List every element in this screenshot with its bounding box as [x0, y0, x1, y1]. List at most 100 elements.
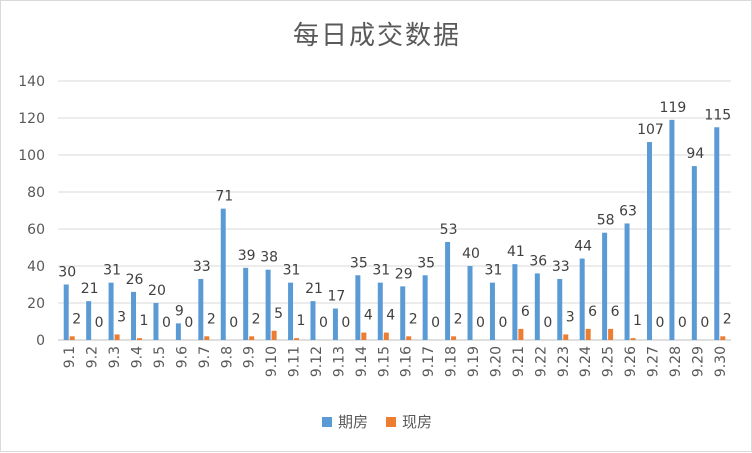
data-label-series-2: 0 — [543, 315, 552, 331]
bar-series-2 — [585, 328, 591, 340]
x-tick-label: 9.17 — [421, 346, 437, 377]
x-tick-label: 9.6 — [174, 346, 190, 368]
x-tick-label: 9.14 — [354, 346, 370, 377]
data-label-series-1: 29 — [395, 266, 413, 282]
bar-series-1 — [512, 264, 518, 340]
data-label-series-1: 39 — [238, 248, 256, 264]
y-tick-label: 20 — [27, 296, 45, 312]
data-label-series-1: 31 — [283, 263, 301, 279]
data-label-series-1: 33 — [552, 259, 570, 275]
x-tick-label: 9.23 — [556, 346, 572, 377]
bar-series-2 — [563, 334, 569, 340]
bar-series-1 — [332, 308, 338, 340]
data-label-series-1: 38 — [260, 250, 278, 266]
x-tick-label: 9.28 — [668, 346, 684, 377]
x-tick-label: 9.22 — [533, 346, 549, 377]
data-label-series-2: 0 — [229, 315, 238, 331]
bar-series-1 — [646, 142, 652, 340]
bar-series-2 — [204, 336, 210, 340]
bar-series-2 — [249, 336, 255, 340]
bar-series-2 — [294, 338, 300, 340]
bar-series-1 — [310, 301, 316, 340]
y-tick-label: 140 — [18, 74, 45, 90]
data-label-series-1: 36 — [529, 253, 547, 269]
bar-series-1 — [714, 127, 720, 340]
y-tick-label: 100 — [18, 148, 45, 164]
x-tick-label: 9.15 — [376, 346, 392, 377]
data-label-series-1: 31 — [485, 263, 503, 279]
bar-series-2 — [406, 336, 412, 340]
bar-series-2 — [271, 330, 277, 340]
bar-series-2 — [518, 328, 524, 340]
bar-series-1 — [400, 286, 406, 340]
bar-series-2 — [630, 338, 636, 340]
x-tick-label: 9.20 — [488, 346, 504, 377]
data-label-series-1: 41 — [507, 244, 525, 260]
data-label-series-2: 0 — [341, 315, 350, 331]
legend-item-series-1[interactable]: 期房 — [321, 411, 368, 432]
bar-series-1 — [377, 282, 383, 340]
data-label-series-1: 115 — [704, 107, 731, 123]
x-tick-label: 9.30 — [713, 346, 729, 377]
data-label-series-1: 33 — [193, 259, 211, 275]
data-label-series-2: 0 — [498, 315, 507, 331]
bar-series-1 — [602, 232, 608, 340]
y-tick-label: 60 — [27, 222, 45, 238]
bar-series-1 — [198, 278, 204, 340]
x-tick-label: 9.1 — [62, 346, 78, 368]
data-label-series-2: 2 — [252, 311, 261, 327]
x-tick-label: 9.24 — [578, 346, 594, 377]
data-label-series-1: 35 — [417, 255, 435, 271]
bar-series-1 — [288, 282, 294, 340]
data-label-series-2: 2 — [207, 311, 216, 327]
data-label-series-1: 53 — [440, 222, 458, 238]
x-tick-label: 9.9 — [242, 346, 258, 368]
bar-series-1 — [467, 266, 473, 340]
data-label-series-2: 6 — [521, 304, 530, 320]
data-label-series-1: 40 — [462, 246, 480, 262]
data-label-series-1: 58 — [597, 213, 615, 229]
legend: 期房 现房 — [1, 411, 752, 432]
bar-series-2 — [361, 332, 367, 340]
data-label-series-1: 107 — [637, 122, 664, 138]
data-label-series-2: 2 — [723, 311, 732, 327]
chart-title: 每日成交数据 — [292, 21, 461, 51]
data-label-series-1: 71 — [215, 189, 233, 205]
data-label-series-2: 2 — [409, 311, 418, 327]
data-label-series-1: 119 — [660, 100, 687, 116]
data-label-series-2: 2 — [72, 311, 81, 327]
legend-swatch — [321, 416, 332, 427]
x-tick-label: 9.11 — [287, 346, 303, 377]
bar-series-1 — [579, 258, 585, 340]
bar-series-2 — [383, 332, 389, 340]
bar-series-1 — [175, 323, 181, 340]
data-label-series-2: 0 — [431, 315, 440, 331]
data-label-series-1: 44 — [574, 239, 592, 255]
legend-item-series-2[interactable]: 现房 — [386, 411, 432, 432]
data-label-series-1: 30 — [58, 265, 76, 281]
x-tick-label: 9.3 — [107, 346, 123, 368]
bar-series-2 — [720, 336, 726, 340]
bar-series-2 — [137, 338, 143, 340]
bar-series-1 — [355, 275, 361, 340]
x-tick-label: 9.27 — [645, 346, 661, 377]
data-label-series-1: 9 — [175, 303, 184, 319]
data-label-series-1: 35 — [350, 255, 368, 271]
bar-series-1 — [691, 166, 697, 340]
data-label-series-1: 31 — [372, 263, 390, 279]
data-label-series-1: 31 — [103, 263, 121, 279]
bar-series-1 — [445, 241, 451, 340]
data-label-series-2: 0 — [476, 315, 485, 331]
data-label-series-2: 1 — [297, 313, 306, 329]
x-tick-label: 9.5 — [152, 346, 168, 368]
data-label-series-2: 2 — [454, 311, 463, 327]
y-tick-label: 120 — [18, 111, 45, 127]
bar-series-1 — [63, 284, 69, 340]
x-tick-label: 9.19 — [466, 346, 482, 377]
x-tick-label: 9.8 — [219, 346, 235, 368]
bar-series-1 — [131, 291, 137, 340]
x-tick-label: 9.16 — [399, 346, 415, 377]
data-label-series-2: 0 — [162, 315, 171, 331]
